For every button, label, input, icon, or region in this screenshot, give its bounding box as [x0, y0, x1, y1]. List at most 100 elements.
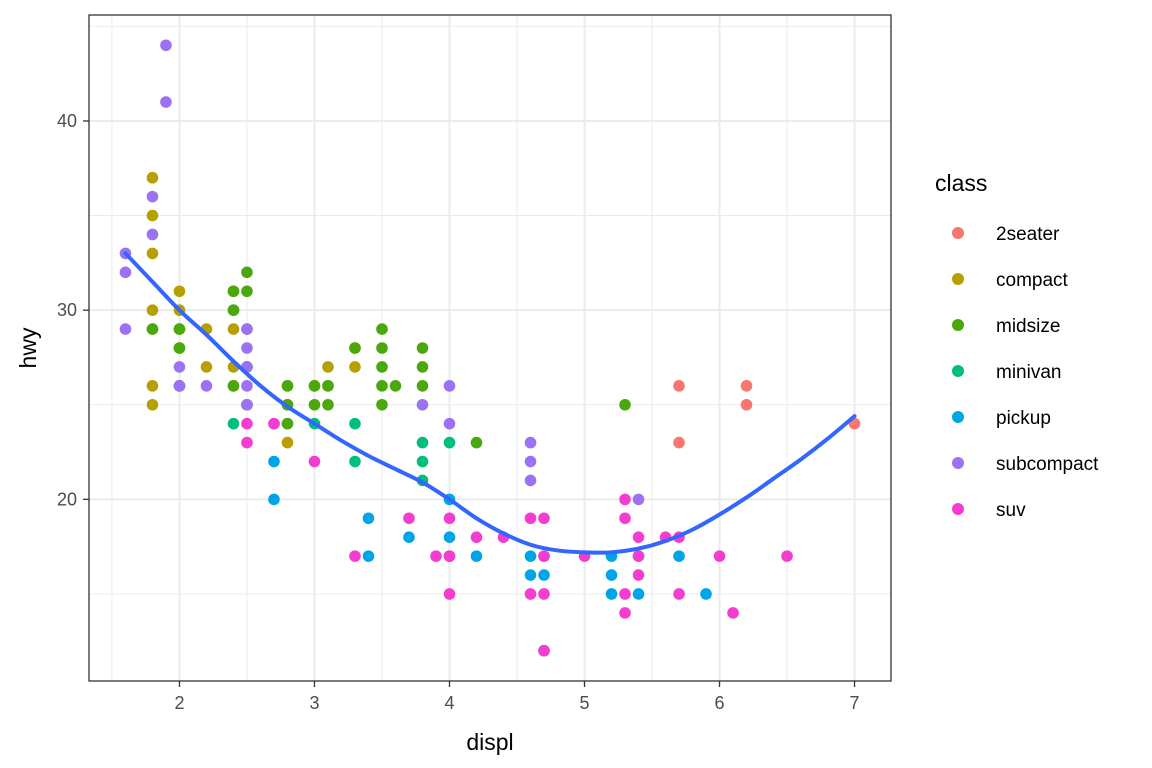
data-point-midsize [322, 398, 334, 411]
data-point-midsize [227, 380, 240, 392]
data-point-subcompact [173, 361, 186, 373]
data-point-pickup [700, 588, 712, 600]
data-point-subcompact [173, 380, 186, 392]
data-point-midsize [173, 323, 186, 335]
x-tick-label: 3 [309, 693, 319, 713]
data-point-minivan [416, 455, 429, 468]
data-point-2seater [740, 380, 753, 392]
data-point-compact [146, 171, 159, 184]
legend-key-minivan [952, 365, 964, 377]
data-point-compact [281, 436, 294, 449]
data-point-suv [524, 512, 537, 525]
data-point-suv [308, 455, 321, 468]
data-point-pickup [538, 569, 550, 581]
legend: class 2seater compact midsize minivan pickup… [935, 170, 1099, 521]
data-point-midsize [308, 380, 321, 392]
data-point-midsize [281, 417, 294, 430]
legend-label-midsize: midsize [996, 316, 1060, 337]
data-point-pickup [403, 531, 415, 544]
data-point-midsize [376, 342, 388, 354]
legend-key-compact [952, 273, 964, 285]
data-point-subcompact [241, 398, 253, 411]
data-point-suv [241, 436, 253, 449]
data-point-minivan [349, 417, 361, 430]
data-point-compact [322, 361, 334, 373]
legend-key-suv [952, 503, 964, 515]
panel-border [88, 14, 892, 682]
data-point-midsize [241, 266, 253, 279]
data-point-compact [146, 398, 159, 411]
data-point-compact [349, 361, 361, 373]
data-point-pickup [362, 550, 375, 562]
y-tick-label: 40 [57, 111, 77, 131]
data-point-2seater [673, 380, 685, 392]
x-tick-label: 5 [580, 693, 590, 713]
data-point-suv [727, 607, 739, 619]
data-point-subcompact [119, 323, 132, 335]
data-point-midsize [227, 304, 240, 316]
data-point-suv [538, 588, 550, 600]
data-point-pickup [268, 493, 280, 506]
data-point-compact [146, 304, 159, 316]
data-point-suv [403, 512, 415, 525]
data-point-suv [470, 531, 483, 544]
data-point-subcompact [146, 190, 159, 203]
legend-label-2seater: 2seater [996, 224, 1060, 245]
data-point-midsize [416, 380, 429, 392]
data-point-subcompact [160, 39, 172, 52]
y-tick-label: 30 [57, 300, 77, 320]
data-point-minivan [416, 436, 429, 449]
data-point-midsize [349, 342, 361, 354]
plot-panel [89, 15, 891, 681]
data-point-subcompact [119, 266, 132, 279]
legend-label-subcompact: subcompact [996, 454, 1099, 475]
data-point-compact [146, 247, 159, 260]
x-tick-label: 2 [174, 693, 184, 713]
data-point-subcompact [241, 342, 253, 354]
y-tick-label: 20 [57, 489, 77, 509]
data-point-midsize [389, 380, 402, 392]
data-point-midsize [376, 323, 388, 335]
x-tick-label: 6 [715, 693, 725, 713]
data-point-suv [443, 512, 456, 525]
data-point-compact [146, 380, 159, 392]
data-point-minivan [443, 436, 456, 449]
data-point-suv [713, 550, 726, 562]
legend-key-subcompact [952, 457, 964, 469]
data-point-subcompact [632, 493, 645, 506]
data-point-suv [241, 417, 253, 430]
y-axis-title: hwy [15, 327, 41, 368]
data-point-pickup [605, 569, 618, 581]
data-point-pickup [632, 588, 645, 600]
data-point-midsize [146, 323, 159, 335]
data-point-suv [538, 644, 550, 657]
x-axis-title: displ [466, 729, 513, 755]
data-point-subcompact [524, 455, 537, 468]
data-point-subcompact [524, 436, 537, 449]
data-point-subcompact [524, 474, 537, 487]
data-point-midsize [173, 342, 186, 354]
legend-entries: 2seater compact midsize minivan pickup subcom… [952, 224, 1099, 521]
data-point-suv [430, 550, 442, 562]
data-point-suv [443, 550, 456, 562]
legend-label-pickup: pickup [996, 408, 1051, 429]
data-point-compact [200, 361, 213, 373]
data-point-suv [673, 588, 685, 600]
data-point-compact [146, 209, 159, 222]
panel-background [89, 15, 891, 681]
data-point-midsize [376, 398, 388, 411]
legend-label-suv: suv [996, 500, 1026, 521]
legend-key-midsize [952, 319, 964, 331]
data-point-midsize [376, 361, 388, 373]
data-point-subcompact [241, 323, 253, 335]
data-point-pickup [470, 550, 483, 562]
data-point-midsize [241, 285, 253, 298]
data-point-suv [619, 588, 631, 600]
data-point-pickup [673, 550, 685, 562]
data-point-pickup [524, 550, 537, 562]
data-point-minivan [349, 455, 361, 468]
data-point-midsize [416, 361, 429, 373]
legend-key-2seater [952, 227, 964, 239]
data-point-pickup [362, 512, 375, 525]
